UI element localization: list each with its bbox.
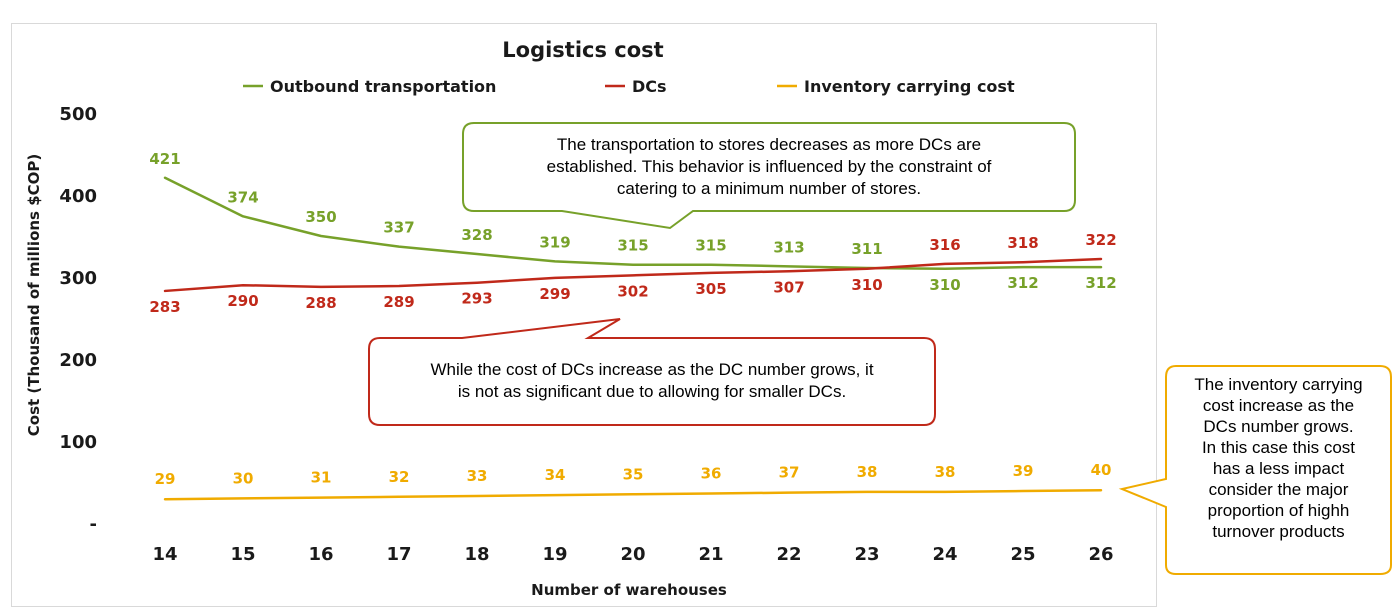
x-tick-label: 23 — [854, 544, 879, 565]
y-tick-label: 200 — [59, 350, 97, 371]
data-label: 290 — [227, 292, 258, 310]
y-axis-label: Cost (Thousand of millions $COP) — [25, 154, 43, 437]
data-label: 337 — [383, 219, 414, 237]
data-label: 315 — [617, 237, 648, 255]
data-label: 350 — [305, 208, 336, 226]
data-label: 302 — [617, 282, 648, 300]
y-tick-label: - — [90, 514, 97, 535]
series-line-inventory-carrying-cost — [163, 488, 1103, 501]
callout-text-dc-note: While the cost of DCs increase as the DC… — [369, 359, 935, 403]
data-label: 315 — [695, 237, 726, 255]
data-label: 34 — [545, 466, 566, 484]
x-tick-label: 17 — [386, 544, 411, 565]
y-tick-label: 500 — [59, 104, 97, 125]
legend-label: Inventory carrying cost — [804, 77, 1015, 96]
data-label: 36 — [701, 464, 722, 482]
callout-line: is not as significant due to allowing fo… — [457, 382, 847, 401]
data-label: 311 — [851, 240, 882, 258]
data-label: 322 — [1085, 231, 1116, 249]
legend-label: DCs — [632, 77, 667, 96]
plot-area: - 100 200 300 400 500 14 15 16 17 18 19 20 21 22 23 24 25… — [59, 104, 1116, 565]
data-label: 39 — [1013, 462, 1034, 480]
callout-line: While the cost of DCs increase as the DC… — [430, 360, 874, 379]
x-axis-label: Number of warehouses — [531, 581, 727, 599]
data-label: 293 — [461, 290, 492, 308]
data-label: 307 — [773, 278, 804, 296]
data-label: 312 — [1007, 274, 1038, 292]
callout-line: The inventory carrying — [1194, 375, 1363, 394]
callout-line: has a less impact — [1212, 459, 1345, 478]
data-label: 38 — [935, 463, 956, 481]
data-label: 40 — [1091, 461, 1112, 479]
callout-bubble-inventory-note — [1118, 365, 1392, 575]
callout-line: consider the major — [1208, 480, 1349, 499]
data-label: 29 — [155, 470, 176, 488]
callout-line: established. This behavior is influenced… — [546, 157, 992, 176]
callouts — [368, 122, 1392, 575]
callout-line: proportion of highh — [1207, 501, 1350, 520]
data-label: 288 — [305, 294, 336, 312]
callout-line: turnover products — [1212, 522, 1345, 541]
x-tick-label: 18 — [464, 544, 489, 565]
x-tick-label: 26 — [1088, 544, 1113, 565]
data-label: 310 — [929, 276, 960, 294]
data-label: 32 — [389, 468, 410, 486]
series-line-outbound-transportation — [163, 176, 1103, 271]
data-label: 310 — [851, 276, 882, 294]
data-label: 318 — [1007, 234, 1038, 252]
callout-bubble-transport-note — [462, 122, 1076, 230]
callout-text-transport-note: The transportation to stores decreases a… — [463, 134, 1075, 200]
y-tick-label: 100 — [59, 432, 97, 453]
series-line-dcs — [163, 257, 1103, 293]
y-tick-label: 300 — [59, 268, 97, 289]
callout-line: DCs number grows. — [1203, 417, 1354, 436]
data-label: 313 — [773, 238, 804, 256]
callout-line: The transportation to stores decreases a… — [556, 135, 982, 154]
data-label: 38 — [857, 463, 878, 481]
x-tick-label: 16 — [308, 544, 333, 565]
x-tick-label: 25 — [1010, 544, 1035, 565]
callout-text-inventory-note: The inventory carrying cost increase as t… — [1166, 374, 1391, 542]
data-label: 33 — [467, 467, 488, 485]
data-label: 35 — [623, 465, 644, 483]
callout-bubble-dc-note — [368, 318, 936, 426]
x-tick-label: 22 — [776, 544, 801, 565]
chart-frame — [11, 23, 1157, 607]
callout-line: catering to a minimum number of stores. — [616, 179, 922, 198]
callout-line: In this case this cost — [1201, 438, 1356, 457]
x-tick-label: 24 — [932, 544, 957, 565]
data-label: 316 — [929, 236, 960, 254]
data-label: 319 — [539, 233, 570, 251]
legend-label: Outbound transportation — [270, 77, 496, 96]
data-label: 299 — [539, 285, 570, 303]
x-tick-label: 15 — [230, 544, 255, 565]
data-label: 312 — [1085, 274, 1116, 292]
data-label: 374 — [227, 188, 258, 206]
data-label: 31 — [311, 469, 332, 487]
data-label: 328 — [461, 226, 492, 244]
x-tick-label: 21 — [698, 544, 723, 565]
data-label: 305 — [695, 280, 726, 298]
data-label: 421 — [149, 150, 180, 168]
x-tick-label: 20 — [620, 544, 645, 565]
chart-title: Logistics cost — [502, 38, 663, 62]
x-tick-label: 14 — [152, 544, 177, 565]
x-tick-label: 19 — [542, 544, 567, 565]
data-label: 289 — [383, 293, 414, 311]
y-tick-label: 400 — [59, 186, 97, 207]
legend: Outbound transportation DCs Inventory carr… — [243, 77, 1015, 96]
data-label: 37 — [779, 464, 800, 482]
data-label: 283 — [149, 298, 180, 316]
data-label: 30 — [233, 469, 254, 487]
callout-line: cost increase as the — [1202, 396, 1355, 415]
